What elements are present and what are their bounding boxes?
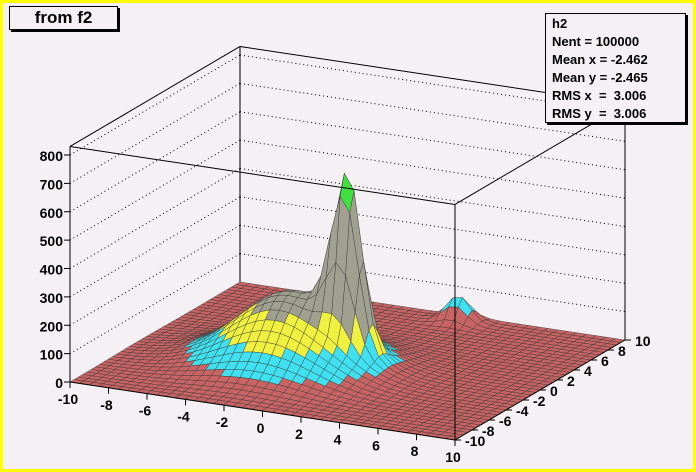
stats-box: h2 Nent = 100000 Mean x = -2.462 Mean y … [545, 13, 686, 123]
canvas: -10 -8 -6 -4 -2 0 2 4 6 8 10 -10 -8 -6 -4 -2 0 2 4 6 8 10 0 100… [3, 3, 693, 469]
x-tick-label: -4 [177, 408, 190, 424]
grid-line [69, 54, 241, 156]
y-tick-label: 2 [567, 373, 575, 389]
z-tick-label: 500 [40, 233, 64, 249]
z-tick-label: 200 [40, 318, 64, 334]
grid-line [239, 196, 626, 256]
grid-line [69, 253, 241, 355]
stats-line: Mean y = -2.465 [552, 70, 648, 85]
grid-line [69, 82, 241, 184]
y-tick-label: -2 [533, 393, 546, 409]
x-tick-label: 10 [445, 449, 461, 465]
z-tick-label: 0 [55, 375, 63, 391]
plot-title: from f2 [9, 6, 118, 30]
z-tick-label: 400 [40, 262, 64, 278]
grid-line [69, 168, 241, 269]
grid-line [239, 168, 626, 227]
y-tick-label: 4 [584, 363, 592, 379]
grid-line [239, 82, 626, 142]
z-tick-label: 800 [40, 148, 64, 164]
z-tick-label: 700 [40, 176, 64, 192]
y-tick-label: 10 [635, 333, 651, 349]
grid-line [239, 139, 626, 199]
x-tick-label: 0 [257, 420, 265, 436]
x-tick-label: -6 [139, 403, 152, 419]
grid-line [239, 253, 626, 313]
stats-line: Nent = 100000 [552, 34, 640, 49]
y-tick-label: -4 [516, 403, 529, 419]
z-tick-label: 100 [40, 347, 64, 363]
grid-line [239, 111, 626, 171]
x-tick-label: 6 [372, 437, 380, 453]
grid-line [69, 196, 241, 298]
y-tick-label: 8 [618, 343, 626, 359]
x-tick-label: -2 [216, 414, 229, 430]
grid-line [69, 139, 241, 241]
x-tick-label: -10 [58, 391, 78, 407]
grid-line [239, 224, 626, 284]
box-edge [69, 145, 456, 205]
stats-line: RMS x = 3.006 [552, 88, 647, 103]
stats-line: RMS y = 3.006 [552, 106, 647, 121]
lego-plot: -10 -8 -6 -4 -2 0 2 4 6 8 10-10-8-6-4-202468100100… [40, 45, 651, 465]
z-tick-label: 600 [40, 205, 64, 221]
x-tick-label: 4 [334, 432, 342, 448]
stats-name: h2 [552, 16, 568, 31]
y-tick-label: -6 [499, 413, 512, 429]
x-tick-label: 8 [411, 443, 419, 459]
y-tick-label: 6 [601, 353, 609, 369]
stats-line: Mean x = -2.462 [552, 52, 648, 67]
y-tick-label: 0 [550, 383, 558, 399]
y-tick-label: -10 [465, 433, 485, 449]
x-tick-label: 2 [295, 426, 303, 442]
grid-line [69, 224, 241, 326]
box-edge [69, 46, 241, 147]
grid-line [69, 111, 241, 213]
y-tick-label: -8 [482, 423, 495, 439]
x-tick-label: -8 [100, 397, 113, 413]
z-tick-label: 300 [40, 290, 64, 306]
